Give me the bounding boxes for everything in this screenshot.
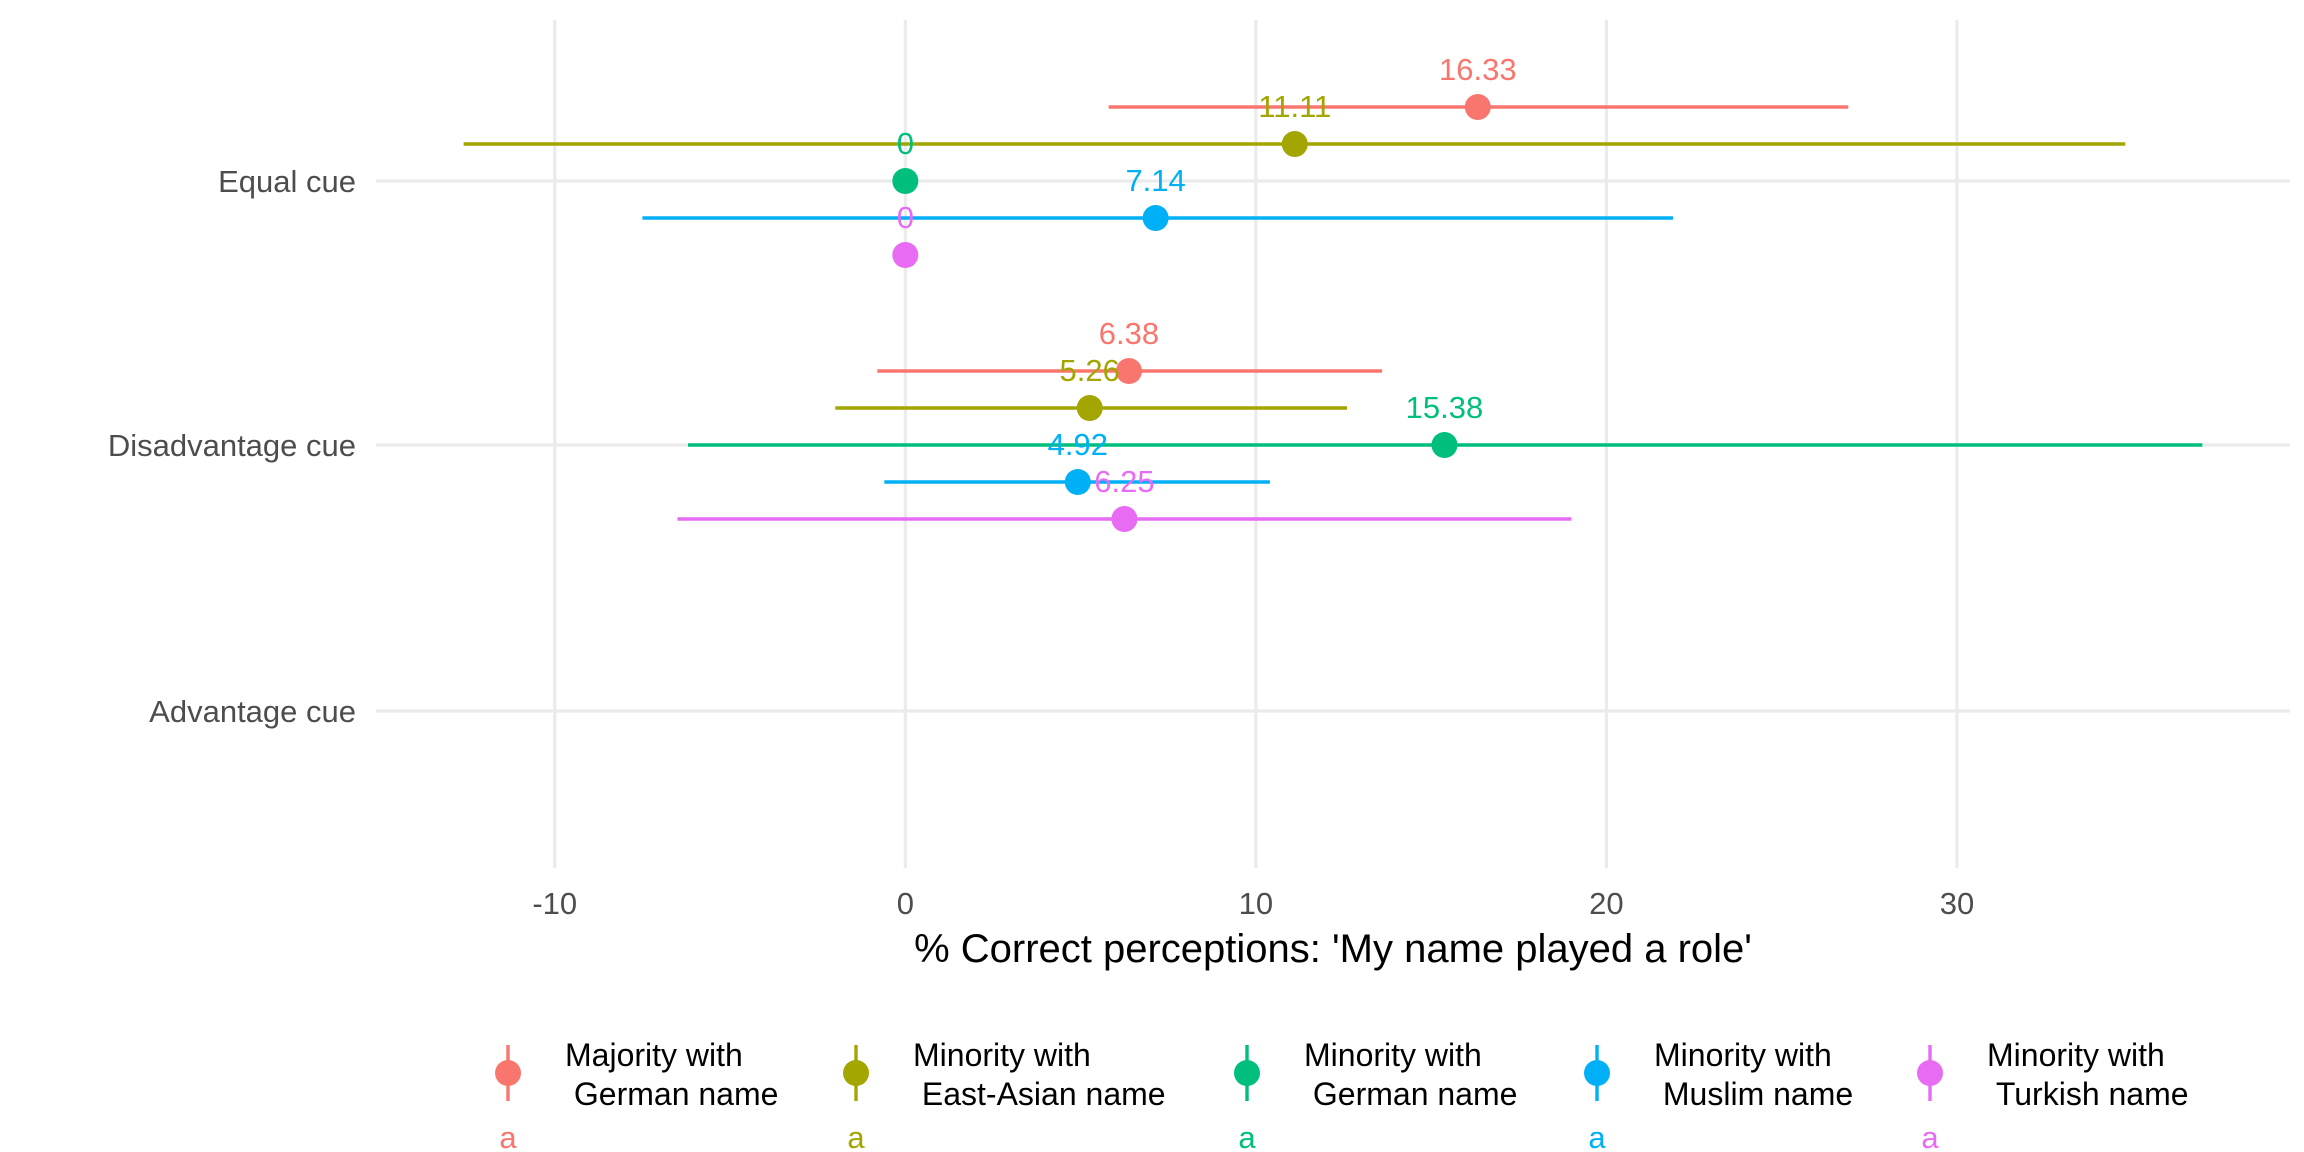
data-point bbox=[1076, 395, 1103, 421]
legend-label: Majority with German name bbox=[565, 1037, 778, 1112]
x-tick-label: 30 bbox=[1940, 886, 1974, 921]
legend-key-point bbox=[1917, 1060, 1943, 1086]
series-group: 06.25 bbox=[677, 200, 1572, 532]
legend-label: Minority with German name bbox=[1304, 1037, 1517, 1112]
x-tick-label: 10 bbox=[1239, 886, 1273, 921]
x-tick-label: 0 bbox=[897, 886, 914, 921]
data-point bbox=[1431, 432, 1458, 458]
legend-key-letter: a bbox=[847, 1120, 865, 1152]
data-label: 0 bbox=[897, 200, 914, 235]
legend-key-point bbox=[495, 1060, 521, 1086]
data-point bbox=[1142, 205, 1169, 231]
data-point bbox=[1064, 469, 1091, 495]
legend-key-point bbox=[1234, 1060, 1260, 1086]
data-point bbox=[892, 168, 919, 194]
legend-key-point bbox=[1584, 1060, 1610, 1086]
legend-item: a Majority with German name bbox=[495, 1037, 778, 1152]
legend-key-letter: a bbox=[499, 1120, 517, 1152]
series-group: 7.14 4.92 bbox=[642, 163, 1674, 495]
x-tick-label: -10 bbox=[532, 886, 577, 921]
legend-label: Minority with Turkish name bbox=[1987, 1037, 2189, 1112]
legend-item: a Minority with German name bbox=[1234, 1037, 1517, 1152]
y-axis-tick-labels: Equal cue Disadvantage cue Advantage cue bbox=[108, 164, 356, 729]
data-point bbox=[892, 242, 919, 268]
legend-label: Minority with East-Asian name bbox=[913, 1037, 1166, 1112]
legend: a Majority with German name a Minority with… bbox=[495, 1037, 2189, 1152]
series-group: 16.33 6.38 bbox=[877, 52, 1849, 384]
data-point bbox=[1281, 131, 1308, 157]
data-label: 15.38 bbox=[1406, 390, 1484, 425]
x-axis-title: % Correct perceptions: 'My name played a… bbox=[914, 927, 1752, 971]
legend-item: a Minority with Muslim name bbox=[1584, 1037, 1853, 1152]
y-tick-label: Advantage cue bbox=[149, 694, 356, 729]
legend-label: Minority with Muslim name bbox=[1654, 1037, 1853, 1112]
x-tick-label: 20 bbox=[1589, 886, 1623, 921]
legend-item: a Minority with East-Asian name bbox=[843, 1037, 1166, 1152]
legend-key-letter: a bbox=[1588, 1120, 1606, 1152]
legend-key-point bbox=[843, 1060, 869, 1086]
x-axis-tick-labels: -10 0 10 20 30 bbox=[532, 886, 1974, 921]
data-label: 5.26 bbox=[1060, 353, 1120, 388]
series-group: 015.38 bbox=[687, 126, 2203, 458]
y-tick-label: Disadvantage cue bbox=[108, 428, 356, 463]
data-label: 7.14 bbox=[1125, 163, 1185, 198]
data-label: 6.38 bbox=[1099, 316, 1159, 351]
data-point bbox=[1464, 94, 1491, 120]
data-point bbox=[1111, 506, 1138, 532]
data-point bbox=[1115, 358, 1142, 384]
data-label: 6.25 bbox=[1094, 464, 1154, 499]
data-label: 0 bbox=[897, 126, 914, 161]
legend-key-letter: a bbox=[1238, 1120, 1256, 1152]
series-group: 11.11 5.26 bbox=[463, 89, 2126, 421]
data-label: 4.92 bbox=[1048, 427, 1108, 462]
data-label: 11.11 bbox=[1258, 89, 1331, 124]
data-label: 16.33 bbox=[1439, 52, 1517, 87]
legend-key-letter: a bbox=[1921, 1120, 1939, 1152]
y-tick-label: Equal cue bbox=[218, 164, 356, 199]
legend-item: a Minority with Turkish name bbox=[1917, 1037, 2189, 1152]
